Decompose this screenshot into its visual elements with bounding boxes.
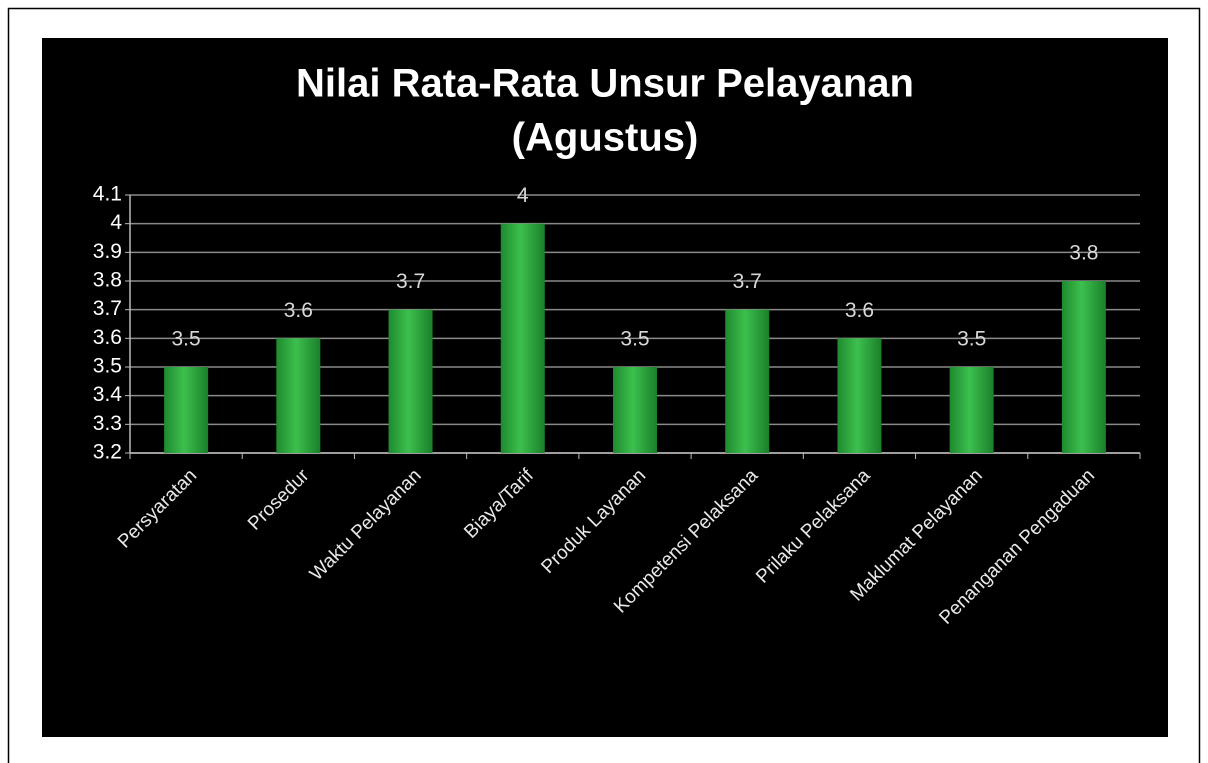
y-tick-label: 3.9: [93, 240, 122, 263]
value-label: 3.5: [957, 328, 986, 351]
y-tick-label: 3.6: [93, 326, 122, 349]
bar: [725, 309, 770, 453]
y-tick-label: 3.8: [93, 269, 122, 292]
y-tick-label: 3.4: [93, 383, 123, 406]
chart-title: (Agustus): [512, 116, 699, 160]
y-tick-label: 3.3: [93, 412, 122, 435]
bar: [500, 223, 545, 453]
value-label: 4: [517, 184, 529, 207]
value-label: 3.5: [172, 328, 201, 351]
bar: [613, 367, 657, 453]
value-label: 3.6: [284, 299, 313, 322]
chart-title: Nilai Rata-Rata Unsur Pelayanan: [296, 62, 914, 106]
y-tick-label: 4.1: [93, 183, 122, 206]
value-label: 3.7: [396, 270, 425, 293]
value-label: 3.8: [1069, 242, 1098, 265]
bar: [276, 338, 321, 453]
y-tick-label: 3.7: [93, 297, 122, 320]
y-tick-label: 3.5: [93, 355, 122, 378]
bar: [388, 309, 433, 453]
bar: [949, 367, 994, 453]
value-label: 3.6: [845, 299, 874, 322]
y-tick-label: 4: [110, 211, 122, 234]
value-label: 3.7: [733, 270, 762, 293]
bar: [1061, 281, 1106, 453]
value-label: 3.5: [620, 328, 649, 351]
y-tick-label: 3.2: [93, 441, 122, 464]
frame: [7, 7, 1201, 763]
bar: [164, 367, 209, 453]
bar: [837, 338, 882, 453]
